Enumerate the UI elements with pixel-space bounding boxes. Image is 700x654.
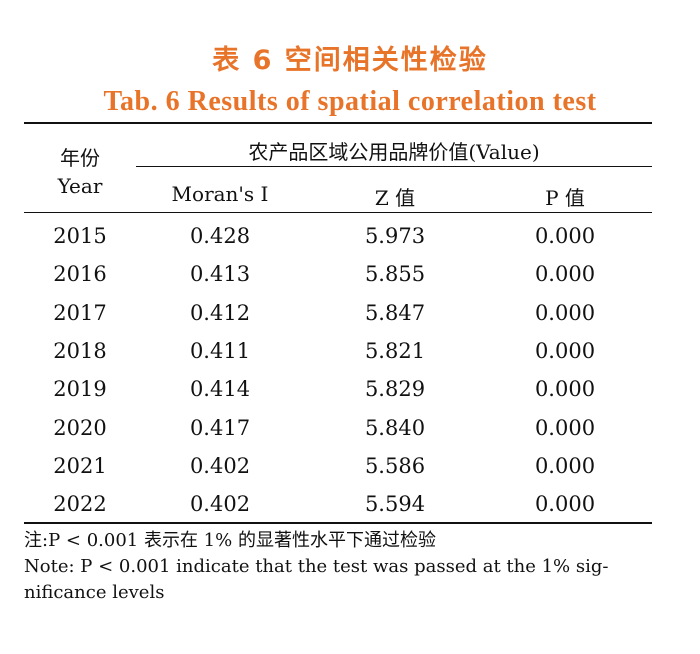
cell-p: 0.000 (534, 377, 596, 402)
cell-z: 5.586 (364, 453, 426, 478)
cell-p: 0.000 (534, 300, 596, 325)
cell-z: 5.594 (364, 492, 426, 517)
cell-year: 2021 (53, 453, 107, 478)
cell-year: 2020 (53, 415, 107, 440)
note-cn: 注:P < 0.001 表示在 1% 的显著性水平下通过检验 (24, 530, 436, 551)
cell-p: 0.000 (534, 415, 596, 440)
cell-year: 2019 (53, 377, 107, 402)
year-header-en: Year (57, 174, 103, 198)
cell-z: 5.821 (364, 338, 426, 363)
cell-moran: 0.413 (189, 262, 251, 287)
table-title-cn: 表 6 空间相关性检验 (212, 45, 488, 76)
cell-z: 5.973 (364, 224, 426, 248)
col-header-moran: Moran's I (171, 182, 269, 206)
year-header: 年份 Year (40, 144, 120, 200)
cell-year: 2022 (53, 492, 107, 517)
table-title-en: Tab. 6 Results of spatial correlation te… (103, 86, 597, 117)
cell-moran: 0.402 (189, 492, 251, 517)
cell-z: 5.855 (364, 262, 426, 287)
cell-moran: 0.402 (189, 453, 251, 478)
group-header: 农产品区域公用品牌价值(Value) (248, 140, 540, 164)
header-rule (24, 212, 652, 213)
cell-p: 0.000 (534, 492, 596, 517)
cell-p: 0.000 (534, 338, 596, 363)
cell-moran: 0.428 (189, 224, 251, 248)
note-en-line2: nificance levels (24, 582, 165, 603)
cell-year: 2016 (53, 262, 107, 287)
cell-p: 0.000 (534, 453, 596, 478)
cell-z: 5.840 (364, 415, 426, 440)
top-rule (24, 122, 652, 124)
col-header-z: Z 值 (374, 186, 416, 210)
cell-z: 5.847 (364, 300, 426, 325)
cell-moran: 0.411 (189, 338, 251, 363)
cell-moran: 0.417 (189, 415, 251, 440)
cell-moran: 0.414 (189, 377, 251, 402)
year-header-cn: 年份 (60, 146, 100, 170)
cell-p: 0.000 (534, 224, 596, 248)
group-rule (136, 166, 652, 167)
cell-year: 2017 (53, 300, 107, 325)
cell-p: 0.000 (534, 262, 596, 287)
cell-year: 2018 (53, 338, 107, 363)
cell-moran: 0.412 (189, 300, 251, 325)
cell-z: 5.829 (364, 377, 426, 402)
bottom-rule (24, 522, 652, 524)
col-header-p: P 值 (545, 186, 585, 210)
cell-year: 2015 (53, 224, 107, 248)
note-en-line1: Note: P < 0.001 indicate that the test w… (24, 556, 609, 577)
